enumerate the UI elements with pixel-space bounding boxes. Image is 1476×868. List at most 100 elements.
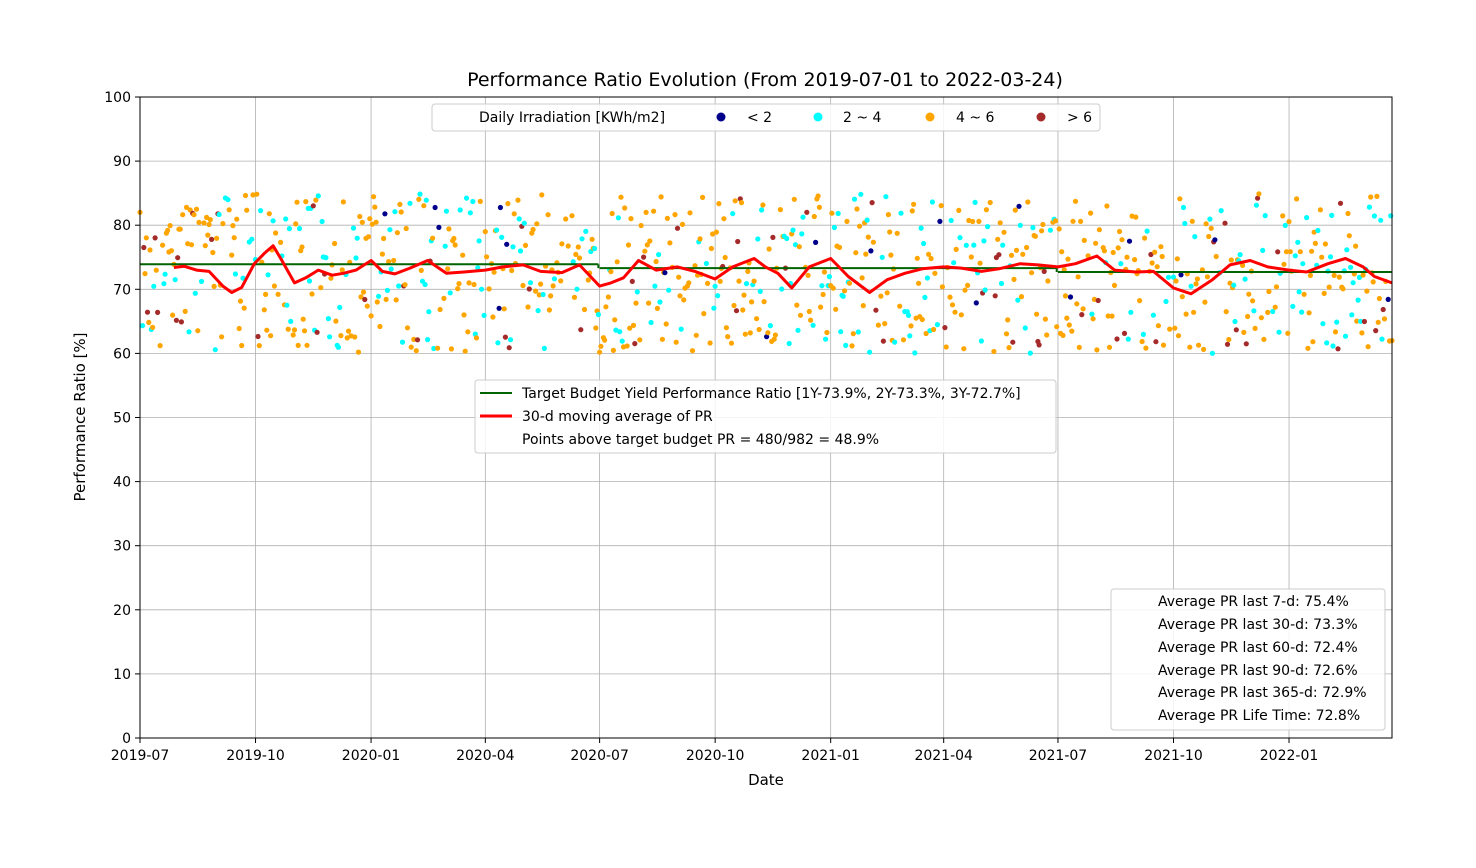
pr-point <box>258 208 264 214</box>
pr-point <box>386 259 392 265</box>
pr-point <box>1067 294 1074 300</box>
pr-point <box>327 334 333 340</box>
pr-point <box>857 223 863 229</box>
y-tick-label: 50 <box>113 411 131 427</box>
pr-point <box>461 312 467 318</box>
pr-point <box>1317 207 1323 213</box>
pr-point <box>1020 251 1026 257</box>
pr-point <box>992 293 998 299</box>
pr-point <box>745 268 751 274</box>
pr-point <box>637 337 643 343</box>
pr-point <box>182 308 188 314</box>
pr-point <box>841 288 848 294</box>
pr-point <box>707 340 713 346</box>
x-tick-label: 2022-01 <box>1260 748 1319 764</box>
pr-point <box>1321 290 1327 296</box>
pr-point <box>541 345 548 351</box>
pr-point <box>628 216 634 222</box>
pr-point <box>859 275 865 281</box>
pr-point <box>740 307 746 313</box>
pr-point <box>358 294 364 300</box>
pr-point <box>1233 327 1239 333</box>
pr-point <box>275 291 281 297</box>
pr-point <box>153 267 159 273</box>
pr-point <box>1069 328 1075 334</box>
pr-point <box>1062 293 1069 299</box>
pr-point <box>432 204 438 211</box>
pr-point <box>1285 330 1291 336</box>
pr-point <box>813 239 819 245</box>
pr-point <box>909 208 915 214</box>
pr-point <box>605 294 612 300</box>
pr-point <box>1290 303 1296 309</box>
pr-point <box>188 242 195 248</box>
pr-point <box>898 210 904 216</box>
pr-point <box>1173 278 1179 284</box>
pr-point <box>849 343 855 349</box>
pr-point <box>360 289 367 295</box>
pr-point <box>926 251 932 257</box>
pr-point <box>735 238 741 245</box>
pr-point <box>362 296 368 303</box>
pr-point <box>760 202 766 208</box>
pr-point <box>747 330 753 336</box>
pr-point <box>1187 344 1193 350</box>
pr-point <box>533 288 539 294</box>
pr-point <box>1000 242 1006 248</box>
pr-point <box>457 207 463 213</box>
pr-point <box>844 218 850 224</box>
pr-point <box>365 234 372 240</box>
pr-point <box>777 207 784 213</box>
pr-point <box>161 281 167 287</box>
pr-point <box>495 340 501 346</box>
pr-point <box>1273 284 1280 290</box>
pr-point <box>1101 248 1107 254</box>
pr-point <box>858 191 864 197</box>
pr-point <box>1115 245 1121 251</box>
pr-point <box>1104 203 1110 209</box>
pr-point <box>672 212 678 218</box>
y-tick-label: 80 <box>113 218 131 234</box>
pr-point <box>264 327 270 333</box>
summary-line-60d: Average PR last 60-d: 72.4% <box>1158 640 1358 656</box>
pr-point <box>1194 276 1200 282</box>
pr-point <box>288 318 294 324</box>
x-tick-label: 2020-04 <box>456 748 515 764</box>
pr-point <box>1010 339 1016 345</box>
pr-point <box>1158 244 1164 250</box>
pr-point <box>1309 248 1315 254</box>
pr-point <box>425 337 431 343</box>
pr-point <box>234 216 240 222</box>
pr-point <box>612 317 618 323</box>
pr-point <box>1342 333 1349 339</box>
pr-point <box>1015 297 1021 303</box>
pr-point <box>1152 249 1158 255</box>
pr-point <box>399 339 406 345</box>
pr-point <box>303 199 309 205</box>
pr-point <box>1358 318 1364 324</box>
pr-point <box>1174 256 1180 262</box>
pr-point <box>784 235 790 242</box>
pr-point <box>1006 345 1012 351</box>
pr-point <box>413 348 419 354</box>
pr-point <box>1283 249 1290 255</box>
pr-point <box>381 235 387 242</box>
y-tick-label: 100 <box>104 90 131 106</box>
pr-point <box>237 298 244 304</box>
pr-point <box>689 348 696 354</box>
pr-point <box>1378 217 1384 223</box>
pr-point <box>759 207 765 213</box>
pr-point <box>1030 225 1036 231</box>
pr-point <box>1177 196 1183 202</box>
pr-point <box>407 200 413 206</box>
pr-point <box>1070 218 1076 224</box>
pr-point <box>957 235 963 241</box>
pr-point <box>511 211 517 217</box>
pr-point <box>183 204 190 210</box>
pr-point <box>1212 237 1218 243</box>
pr-point <box>229 252 235 258</box>
pr-point <box>873 307 879 313</box>
pr-point <box>1209 350 1215 356</box>
pr-point <box>527 280 534 286</box>
legend-label-2to4: 2 ~ 4 <box>843 110 882 126</box>
